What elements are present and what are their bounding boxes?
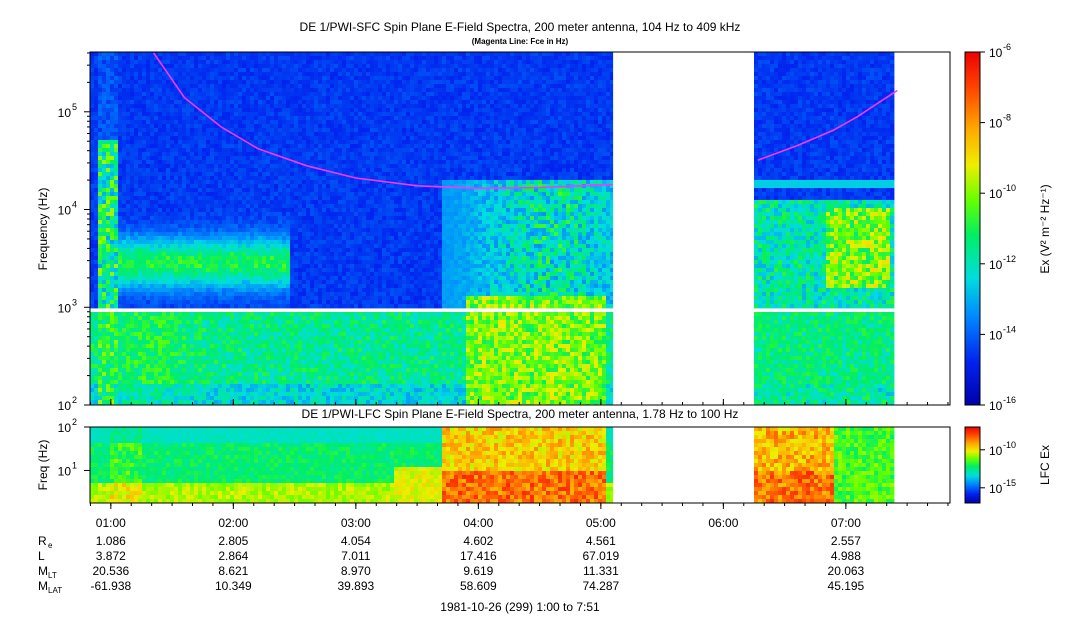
time-range-footer: 1981-10-26 (299) 1:00 to 7:51 <box>440 600 600 614</box>
lfc-ytick-label-1: 10 <box>58 421 72 435</box>
ephem-label-3: M <box>38 579 48 593</box>
xtick-label-0: 01:00 <box>96 516 126 530</box>
sfc-ytick-label-0: 10 <box>58 399 72 413</box>
sfc-ytick-label-1: 10 <box>58 301 72 315</box>
ephem-label-sub-0: e <box>48 541 53 550</box>
sfc-cbar-tick-exp-0: -6 <box>1003 42 1011 52</box>
ephem-value-0-3: 4.602 <box>463 534 493 548</box>
lfc-panel: DE 1/PWI-LFC Spin Plane E-Field Spectra,… <box>36 407 950 503</box>
sfc-ytick-exp-2: 4 <box>72 200 77 210</box>
lfc-ytick-exp-1: 2 <box>72 417 77 427</box>
ephem-value-2-0: 20.536 <box>92 564 129 578</box>
sfc-ytick-exp-1: 3 <box>72 297 77 307</box>
ephem-value-1-3: 17.416 <box>460 549 497 563</box>
ephem-value-2-2: 8.970 <box>341 564 371 578</box>
lfc-ytick-label-0: 10 <box>58 464 72 478</box>
xtick-label-1: 02:00 <box>218 516 248 530</box>
xtick-label-5: 06:00 <box>708 516 738 530</box>
sfc-colorbar-label: Ex (V² m⁻² Hz⁻¹) <box>1038 184 1052 273</box>
sfc-ylabel: Frequency (Hz) <box>36 188 50 271</box>
ephem-value-0-4: 4.561 <box>586 534 616 548</box>
sfc-cbar-tick-label-5: 10 <box>989 399 1003 413</box>
lfc-cbar-tick-label-1: 10 <box>989 482 1003 496</box>
ephem-value-1-0: 3.872 <box>96 549 126 563</box>
sfc-cbar-tick-exp-3: -12 <box>1003 254 1016 264</box>
xtick-label-2: 03:00 <box>341 516 371 530</box>
sfc-spectrogram <box>90 52 950 408</box>
lfc-cbar-tick-label-0: 10 <box>989 444 1003 458</box>
lfc-ytick-exp-0: 1 <box>72 460 77 470</box>
lfc-title: DE 1/PWI-LFC Spin Plane E-Field Spectra,… <box>302 407 739 421</box>
sfc-cbar-tick-exp-4: -14 <box>1003 324 1016 334</box>
ephem-label-sub-3: LAT <box>48 586 62 595</box>
sfc-cbar-tick-exp-2: -10 <box>1003 183 1016 193</box>
ephem-value-3-3: 58.609 <box>460 579 497 593</box>
sfc-cbar-tick-exp-1: -8 <box>1003 113 1011 123</box>
sfc-cbar-tick-label-1: 10 <box>989 117 1003 131</box>
ephem-value-0-2: 4.054 <box>341 534 371 548</box>
xtick-label-3: 04:00 <box>463 516 493 530</box>
xtick-label-6: 07:00 <box>831 516 861 530</box>
sfc-ytick-exp-0: 2 <box>72 395 77 405</box>
sfc-cbar-tick-label-4: 10 <box>989 328 1003 342</box>
xtick-label-4: 05:00 <box>586 516 616 530</box>
sfc-ytick-exp-3: 5 <box>72 102 77 112</box>
ephem-label-sub-2: LT <box>48 571 57 580</box>
sfc-colorbar-scale <box>965 52 980 405</box>
ephem-value-1-4: 67.019 <box>583 549 620 563</box>
ephem-label-2: M <box>38 564 48 578</box>
ephem-value-3-6: 45.195 <box>828 579 865 593</box>
ephem-value-3-4: 74.287 <box>583 579 620 593</box>
sfc-title: DE 1/PWI-SFC Spin Plane E-Field Spectra,… <box>300 20 741 34</box>
ephem-value-0-1: 2.805 <box>218 534 248 548</box>
ephem-value-2-4: 11.331 <box>583 564 619 578</box>
sfc-panel: DE 1/PWI-SFC Spin Plane E-Field Spectra,… <box>36 20 950 413</box>
ephem-value-0-6: 2.557 <box>831 534 861 548</box>
ephem-value-2-6: 20.063 <box>828 564 865 578</box>
ephem-value-1-2: 7.011 <box>341 549 370 563</box>
lfc-colorbar-label: LFC Ex <box>1038 445 1052 485</box>
ephem-value-3-0: -61.938 <box>90 579 131 593</box>
lfc-cbar-tick-exp-0: -10 <box>1003 440 1016 450</box>
sfc-ytick-label-3: 10 <box>58 106 72 120</box>
ephem-value-2-3: 9.619 <box>463 564 493 578</box>
ephem-value-1-1: 2.864 <box>218 549 248 563</box>
ephem-value-2-1: 8.621 <box>218 564 248 578</box>
ephem-value-0-0: 1.086 <box>96 534 126 548</box>
ephem-value-1-6: 4.988 <box>831 549 861 563</box>
sfc-ytick-label-2: 10 <box>58 204 72 218</box>
ephem-label-1: L <box>38 549 45 563</box>
ephem-value-3-2: 39.893 <box>337 579 374 593</box>
sfc-cbar-tick-label-3: 10 <box>989 258 1003 272</box>
lfc-spectrogram <box>90 427 950 503</box>
sfc-cbar-tick-label-2: 10 <box>989 187 1003 201</box>
ephem-label-0: R <box>38 534 47 548</box>
sfc-subtitle: (Magenta Line: Fce in Hz) <box>472 37 569 46</box>
lfc-ylabel: Freq (Hz) <box>36 440 50 491</box>
sfc-cbar-tick-exp-5: -16 <box>1003 395 1016 405</box>
ephem-value-3-1: 10.349 <box>215 579 252 593</box>
lfc-cbar-tick-exp-1: -15 <box>1003 478 1016 488</box>
sfc-cbar-tick-label-0: 10 <box>989 46 1003 60</box>
lfc-colorbar-scale <box>965 427 980 503</box>
